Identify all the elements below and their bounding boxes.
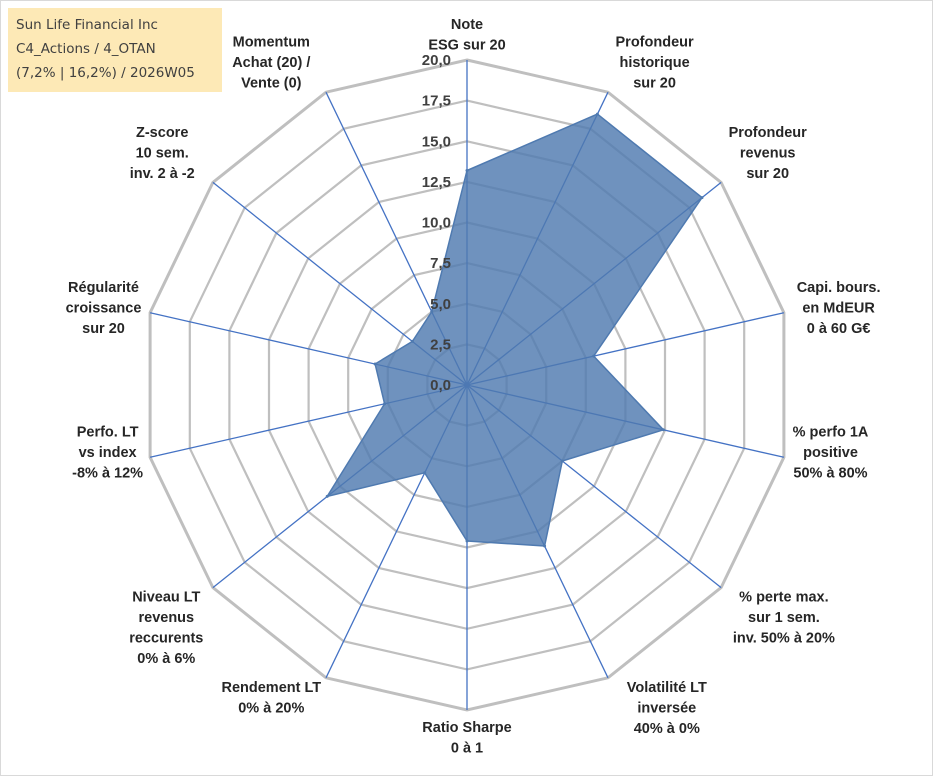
axis-label-line: Profondeur bbox=[729, 125, 807, 141]
axis-label: Capi. bours. en MdEUR 0 à 60 G€ bbox=[797, 280, 881, 337]
axis-label-line: sur 20 bbox=[746, 166, 789, 182]
axis-label-line: sur 20 bbox=[633, 76, 676, 92]
data-point bbox=[592, 354, 596, 358]
axis-label-line: Note bbox=[451, 17, 483, 33]
axis-label-line: 50% à 80% bbox=[793, 466, 867, 482]
axis-label-line: ESG sur 20 bbox=[428, 38, 505, 54]
axis-label: Profondeur revenus sur 20 bbox=[729, 125, 807, 182]
axis-label-line: Z-score bbox=[136, 125, 188, 141]
axis-label-line: revenus bbox=[740, 145, 796, 161]
axis-label-line: % perfo 1A bbox=[793, 425, 869, 441]
title-stats: (7,2% | 16,2%) / 2026W05 bbox=[16, 65, 195, 81]
axis-label-line: historique bbox=[620, 55, 690, 71]
axis-label: % perte max. sur 1 sem. inv. 50% à 20% bbox=[733, 590, 835, 647]
axis-label-line: vs index bbox=[79, 445, 137, 461]
data-point bbox=[373, 362, 377, 366]
axis-label-line: croissance bbox=[66, 300, 142, 316]
axis-label-line: revenus bbox=[138, 610, 194, 626]
data-point bbox=[700, 196, 704, 200]
axis-label-line: en MdEUR bbox=[802, 300, 875, 316]
axis-label-line: sur 20 bbox=[82, 321, 125, 337]
axis-label: Momentum Achat (20) / Vente (0) bbox=[232, 35, 310, 92]
axis-label-line: positive bbox=[803, 445, 858, 461]
tick-label: 7,5 bbox=[430, 255, 451, 272]
axis-label-line: reccurents bbox=[129, 631, 203, 647]
axis-label-line: Volatilité LT bbox=[627, 680, 707, 696]
axis-label-line: Profondeur bbox=[616, 35, 694, 51]
axis-label: Note ESG sur 20 bbox=[428, 17, 505, 54]
series-area bbox=[326, 113, 703, 547]
axis-label-line: Achat (20) / bbox=[232, 55, 310, 71]
axis-label: Régularité croissance sur 20 bbox=[66, 280, 142, 337]
tick-label: 5,0 bbox=[430, 296, 451, 313]
axis-label-line: inversée bbox=[637, 700, 696, 716]
axis-label-line: 0% à 6% bbox=[137, 651, 195, 667]
data-point bbox=[325, 494, 329, 498]
data-point bbox=[543, 544, 547, 548]
axis-label-line: 40% à 0% bbox=[634, 721, 700, 737]
tick-label: 20,0 bbox=[422, 52, 451, 69]
axis-label: Z-score 10 sem. inv. 2 à -2 bbox=[130, 125, 195, 182]
axis-label-line: Niveau LT bbox=[132, 590, 200, 606]
title-company: Sun Life Financial Inc bbox=[16, 17, 158, 33]
axis-label-line: Vente (0) bbox=[241, 76, 302, 92]
chart-title-box: Sun Life Financial Inc C4_Actions / 4_OT… bbox=[8, 8, 222, 92]
tick-label: 0,0 bbox=[430, 377, 451, 394]
axis-label-line: 10 sem. bbox=[136, 145, 189, 161]
axis-label-line: -8% à 12% bbox=[72, 466, 143, 482]
axis-label: Rendement LT 0% à 20% bbox=[221, 680, 321, 717]
series-layer bbox=[325, 112, 704, 548]
axis-label-line: 0% à 20% bbox=[238, 700, 304, 716]
data-point bbox=[465, 169, 469, 172]
data-point bbox=[430, 310, 434, 314]
axis-label-line: Ratio Sharpe bbox=[422, 720, 511, 736]
tick-label: 17,5 bbox=[422, 93, 451, 110]
axis-label: Ratio Sharpe 0 à 1 bbox=[422, 720, 511, 757]
axis-label-line: Perfo. LT bbox=[77, 425, 139, 441]
axis-label: Niveau LT revenus reccurents 0% à 6% bbox=[129, 590, 203, 668]
data-point bbox=[595, 112, 599, 116]
axis-label-line: 0 à 1 bbox=[451, 741, 483, 757]
axis-label-line: Rendement LT bbox=[221, 680, 321, 696]
axis-label: Profondeur historique sur 20 bbox=[616, 35, 694, 92]
title-category: C4_Actions / 4_OTAN bbox=[16, 41, 156, 57]
data-point bbox=[383, 402, 387, 406]
axis-label-line: sur 1 sem. bbox=[748, 610, 820, 626]
tick-label: 15,0 bbox=[422, 133, 451, 150]
tick-label: 10,0 bbox=[422, 215, 451, 232]
data-point bbox=[465, 539, 469, 543]
axis-label-line: Régularité bbox=[68, 280, 139, 296]
data-point bbox=[661, 428, 665, 432]
tick-label: 12,5 bbox=[422, 174, 451, 191]
axis-label-line: Momentum bbox=[233, 35, 310, 51]
axis-label-line: 0 à 60 G€ bbox=[807, 321, 871, 337]
axis-label-line: inv. 50% à 20% bbox=[733, 631, 835, 647]
axis-label-line: inv. 2 à -2 bbox=[130, 166, 195, 182]
axis-label-line: Capi. bours. bbox=[797, 280, 881, 296]
data-point bbox=[410, 339, 414, 343]
axis-label: % perfo 1A positive 50% à 80% bbox=[793, 425, 869, 482]
axis-label: Perfo. LT vs index -8% à 12% bbox=[72, 425, 143, 482]
data-point bbox=[560, 459, 564, 463]
axis-label: Volatilité LT inversée 40% à 0% bbox=[627, 680, 707, 737]
tick-label: 2,5 bbox=[430, 336, 451, 353]
axis-label-line: % perte max. bbox=[739, 590, 828, 606]
label-layer: Note ESG sur 20 Profondeur historique sur 20… bbox=[66, 17, 881, 757]
data-point bbox=[423, 471, 427, 475]
tick-layer: 0,0 2,5 5,0 7,5 10,0 12,5 15,0 17,5 20,0 bbox=[422, 52, 451, 394]
